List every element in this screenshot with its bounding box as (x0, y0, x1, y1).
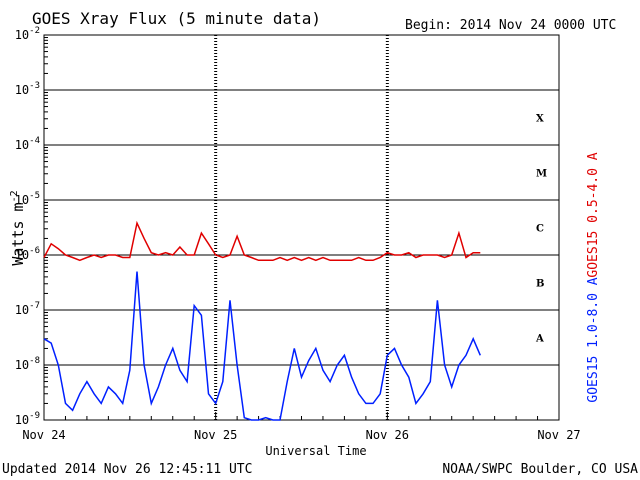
y-tick-label: 10-6 (15, 246, 40, 262)
x-axis-label: Universal Time (265, 444, 366, 458)
y-tick-label: 10-2 (15, 26, 40, 42)
legend-short-channel: GOES15 0.5-4.0 A (586, 152, 601, 277)
flare-class-M: M (536, 169, 547, 180)
y-axis-ticks: 10-2 10-3 10-4 10-5 10-6 10-7 10-8 10-9 (15, 26, 48, 427)
source-credit: NOAA/SWPC Boulder, CO USA (442, 462, 638, 477)
series-line-0 (43, 220, 481, 262)
updated-timestamp: Updated 2014 Nov 26 12:45:11 UTC (2, 462, 252, 477)
x-axis-ticks: Nov 24 Nov 25 Nov 26 Nov 27 (22, 412, 581, 442)
x-tick-label: Nov 25 (194, 428, 237, 442)
series-line-1 (43, 271, 481, 421)
y-tick-label: 10-4 (15, 136, 40, 152)
flare-class-X: X (536, 114, 544, 125)
x-tick-label: Nov 27 (537, 428, 580, 442)
plot-frame (43, 34, 560, 421)
x-tick-label: Nov 26 (366, 428, 409, 442)
y-tick-label: 10-9 (15, 411, 40, 427)
chart-title: GOES Xray Flux (5 minute data) (32, 9, 321, 28)
y-tick-label: 10-7 (15, 301, 40, 317)
y-tick-label: 10-3 (15, 81, 40, 97)
flare-class-C: C (536, 224, 544, 235)
day-dividers (214, 35, 389, 420)
horizontal-gridlines (44, 89, 559, 366)
x-tick-label: Nov 24 (22, 428, 65, 442)
y-axis-label-text: Watts m (9, 202, 27, 265)
legend-long-channel: GOES15 1.0-8.0 A (586, 277, 601, 402)
y-tick-label: 10-8 (15, 356, 40, 372)
flare-class-labels: X M C B A (535, 114, 547, 345)
y-axis-label: Watts m-2 (9, 190, 27, 265)
y-axis-label-exponent: -2 (9, 190, 20, 202)
flare-class-A: A (535, 334, 544, 345)
flux-series (43, 220, 481, 421)
y-tick-label: 10-5 (15, 191, 40, 207)
flare-class-B: B (536, 279, 544, 290)
begin-time: Begin: 2014 Nov 24 0000 UTC (405, 18, 616, 33)
svg-text:Watts m-2: Watts m-2 (9, 190, 27, 265)
